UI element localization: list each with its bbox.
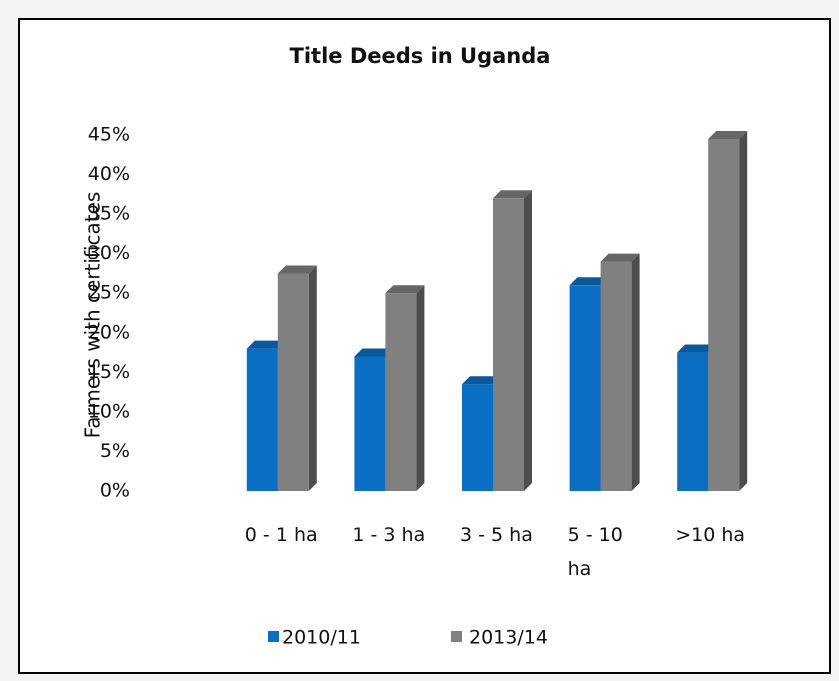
bar-front <box>354 356 386 491</box>
bar <box>708 130 748 491</box>
y-axis-label: Farmers with certificates <box>81 192 105 439</box>
y-tick-label: 25% <box>88 282 130 304</box>
x-tick-label: 0 - 1 ha <box>244 524 318 546</box>
bar-front <box>600 261 632 491</box>
bar-top <box>277 265 317 274</box>
legend-swatch <box>451 631 462 642</box>
bar-top <box>493 190 532 199</box>
x-tick-label: 5 - 10 ha <box>567 524 623 580</box>
legend-label: 2010/11 <box>282 627 361 649</box>
bar <box>385 285 425 491</box>
bar-side <box>631 253 640 491</box>
bar-front <box>277 273 309 491</box>
y-tick-label: 40% <box>88 163 130 185</box>
y-tick-label: 30% <box>88 242 130 264</box>
x-tick-label: 3 - 5 ha <box>460 524 533 546</box>
y-tick-label: 45% <box>88 124 130 146</box>
y-tick-label: 35% <box>88 203 130 225</box>
y-tick-label: 20% <box>88 321 130 343</box>
bar-top <box>708 130 748 139</box>
bar-top <box>569 277 609 286</box>
bar <box>277 265 317 491</box>
bar-top <box>600 253 640 262</box>
bar-front <box>569 285 601 491</box>
bar-side <box>524 190 532 492</box>
y-tick-label: 15% <box>88 361 130 383</box>
bar-front <box>462 384 493 491</box>
bar-front <box>493 198 524 492</box>
bar-front <box>385 293 417 491</box>
x-tick-label: >10 ha <box>675 524 746 546</box>
bar-front <box>708 138 740 491</box>
bar-side <box>739 130 748 491</box>
chart-title: Title Deeds in Uganda <box>290 44 551 68</box>
bar-top <box>354 348 394 357</box>
bar-top <box>246 340 286 349</box>
legend-swatch <box>268 631 279 642</box>
bar-front <box>246 348 278 491</box>
legend-label: 2013/14 <box>469 627 548 649</box>
bar-top <box>677 344 717 353</box>
y-tick-label: 0% <box>100 480 130 502</box>
x-tick-label: 1 - 3 ha <box>352 524 426 546</box>
bar-top <box>385 285 425 294</box>
bar-side <box>416 285 425 491</box>
y-tick-label: 10% <box>88 400 130 422</box>
bar-side <box>308 265 317 491</box>
bar-top <box>462 376 501 385</box>
bar-front <box>677 352 709 491</box>
y-tick-label: 5% <box>100 440 130 462</box>
bar <box>600 253 640 491</box>
bar <box>493 190 532 492</box>
